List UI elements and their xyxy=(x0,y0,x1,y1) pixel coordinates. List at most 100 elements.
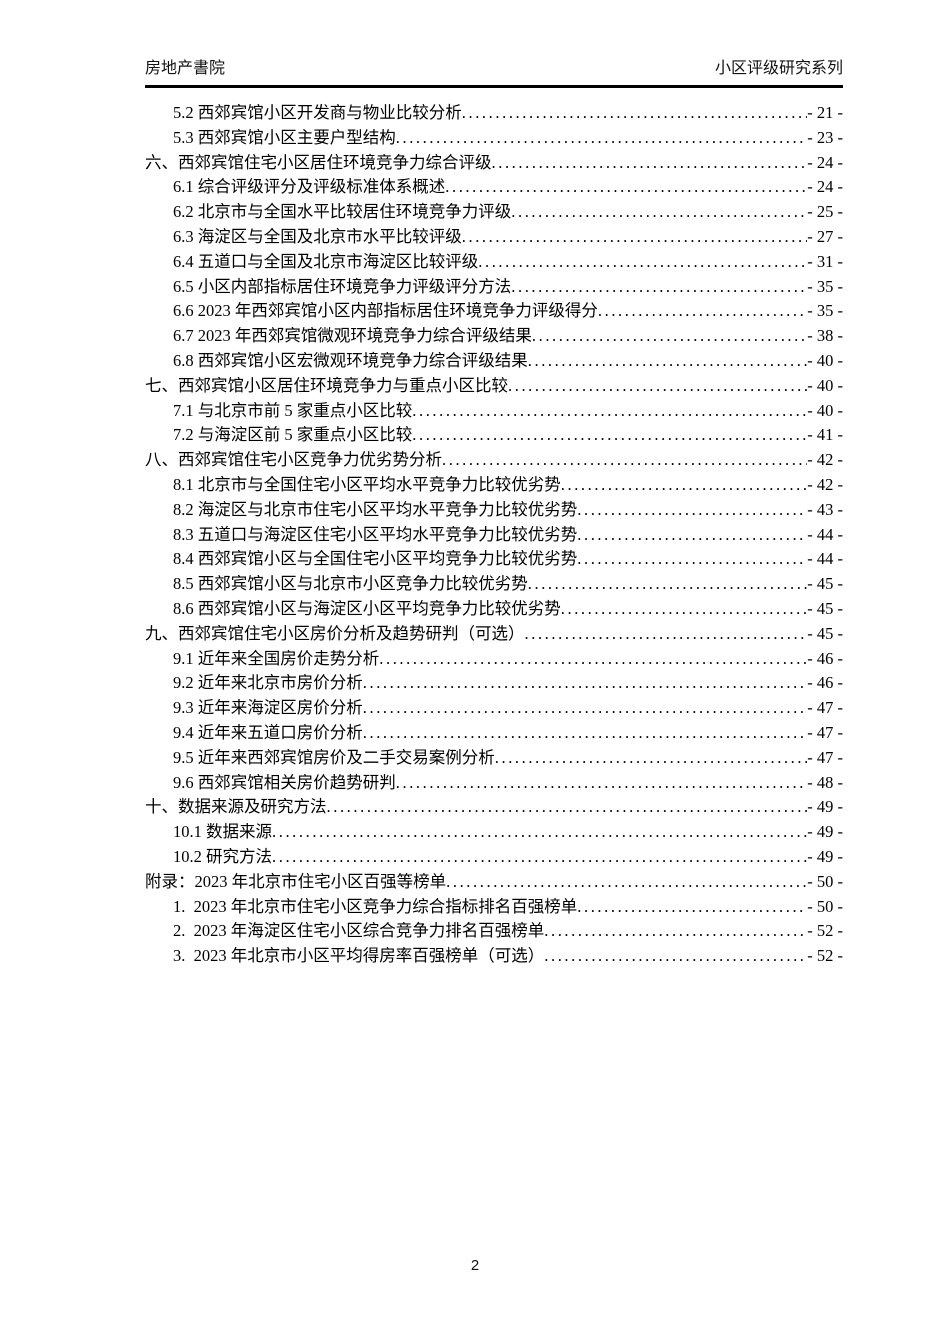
dot-leader xyxy=(396,771,808,796)
toc-entry-page: - 40 - xyxy=(807,400,843,420)
toc-entry-page: - 44 - xyxy=(807,549,843,569)
toc-entry-title: 8.6 西郊宾馆小区与海淀区小区平均竞争力比较优劣势 xyxy=(173,598,561,618)
page-number: 2 xyxy=(470,1257,480,1274)
page-content: 房地产書院 小区评级研究系列 5.2 西郊宾馆小区开发商与物业比较分析 - 21 … xyxy=(145,58,843,969)
toc-entry[interactable]: 6.7 2023 年西郊宾馆微观环境竞争力综合评级结果 - 38 - xyxy=(145,324,843,349)
toc-entry-title: 1. 2023 年北京市住宅小区竞争力综合指标排名百强榜单 xyxy=(173,896,578,916)
toc-entry-title: 3. 2023 年北京市小区平均得房率百强榜单（可选） xyxy=(173,946,545,966)
dot-leader xyxy=(577,895,807,920)
toc-entry-page: - 27 - xyxy=(807,226,843,246)
toc-entry-title: 七、西郊宾馆小区居住环境竞争力与重点小区比较 xyxy=(145,375,508,395)
dot-leader xyxy=(446,870,807,895)
dot-leader xyxy=(577,547,807,572)
toc-entry[interactable]: 9.5 近年来西郊宾馆房价及二手交易案例分析 - 47 - xyxy=(145,746,843,771)
toc-entry[interactable]: 5.2 西郊宾馆小区开发商与物业比较分析 - 21 - xyxy=(145,101,843,126)
toc-entry[interactable]: 6.1 综合评级评分及评级标准体系概述 - 24 - xyxy=(145,175,843,200)
toc-entry-page: - 21 - xyxy=(807,103,843,122)
toc-entry[interactable]: 2. 2023 年海淀区住宅小区综合竞争力排名百强榜单 - 52 - xyxy=(145,919,843,944)
dot-leader xyxy=(561,597,808,622)
dot-leader xyxy=(511,200,807,225)
toc-entry[interactable]: 6.2 北京市与全国水平比较居住环境竞争力评级 - 25 - xyxy=(145,200,843,225)
toc-entry-page: - 38 - xyxy=(807,326,843,346)
toc-entry-title: 10.2 研究方法 xyxy=(173,846,272,866)
toc-entry[interactable]: 附录：2023 年北京市住宅小区百强等榜单 - 50 - xyxy=(145,870,843,895)
toc-entry-title: 6.3 海淀区与全国及北京市水平比较评级 xyxy=(173,226,462,246)
toc-entry[interactable]: 9.3 近年来海淀区房价分析 - 47 - xyxy=(145,696,843,721)
toc-entry-title: 9.1 近年来全国房价走势分析 xyxy=(173,648,380,668)
toc-entry-page: - 23 - xyxy=(807,127,843,147)
dot-leader xyxy=(544,944,807,969)
toc-entry-page: - 44 - xyxy=(807,524,843,544)
toc-entry-title: 9.2 近年来北京市房价分析 xyxy=(173,673,363,693)
toc-entry[interactable]: 8.2 海淀区与北京市住宅小区平均水平竞争力比较优劣势 - 43 - xyxy=(145,498,843,523)
toc-entry-page: - 24 - xyxy=(807,152,843,172)
toc-entry[interactable]: 八、西郊宾馆住宅小区竞争力优劣势分析 - 42 - xyxy=(145,448,843,473)
header-right-text: 小区评级研究系列 xyxy=(714,60,843,77)
toc-entry-title: 6.7 2023 年西郊宾馆微观环境竞争力综合评级结果 xyxy=(173,326,532,346)
dot-leader xyxy=(412,423,807,448)
toc-entry[interactable]: 9.4 近年来五道口房价分析 - 47 - xyxy=(145,721,843,746)
dot-leader xyxy=(396,126,808,151)
toc-entry[interactable]: 8.5 西郊宾馆小区与北京市小区竞争力比较优劣势 - 45 - xyxy=(145,572,843,597)
toc-entry[interactable]: 7.1 与北京市前 5 家重点小区比较 - 40 - xyxy=(145,399,843,424)
dot-leader xyxy=(544,919,807,944)
toc-entry-page: - 52 - xyxy=(807,921,843,941)
toc-entry[interactable]: 5.3 西郊宾馆小区主要户型结构 - 23 - xyxy=(145,126,843,151)
toc-entry[interactable]: 七、西郊宾馆小区居住环境竞争力与重点小区比较 - 40 - xyxy=(145,374,843,399)
toc-entry-page: - 48 - xyxy=(807,772,843,792)
dot-leader xyxy=(528,572,808,597)
toc-entry-page: - 25 - xyxy=(807,202,843,222)
dot-leader xyxy=(272,820,807,845)
toc-entry-title: 8.3 五道口与海淀区住宅小区平均水平竞争力比较优劣势 xyxy=(173,524,578,544)
toc-entry[interactable]: 九、西郊宾馆住宅小区房价分析及趋势研判（可选） - 45 - xyxy=(145,622,843,647)
toc-entry-title: 8.1 北京市与全国住宅小区平均水平竞争力比较优劣势 xyxy=(173,474,561,494)
toc-entry[interactable]: 十、数据来源及研究方法 - 49 - xyxy=(145,795,843,820)
table-of-contents: 5.2 西郊宾馆小区开发商与物业比较分析 - 21 - 5.3 西郊宾馆小区主要户型… xyxy=(145,101,843,969)
toc-entry[interactable]: 9.1 近年来全国房价走势分析 - 46 - xyxy=(145,647,843,672)
toc-entry-page: - 45 - xyxy=(807,598,843,618)
toc-entry[interactable]: 6.5 小区内部指标居住环境竞争力评级评分方法 - 35 - xyxy=(145,275,843,300)
toc-entry[interactable]: 6.8 西郊宾馆小区宏微观环境竞争力综合评级结果 - 40 - xyxy=(145,349,843,374)
dot-leader xyxy=(495,746,808,771)
toc-entry-title: 6.1 综合评级评分及评级标准体系概述 xyxy=(173,177,446,197)
toc-entry-page: - 47 - xyxy=(807,722,843,742)
toc-entry[interactable]: 6.3 海淀区与全国及北京市水平比较评级 - 27 - xyxy=(145,225,843,250)
dot-leader xyxy=(412,399,807,424)
toc-entry-title: 九、西郊宾馆住宅小区房价分析及趋势研判（可选） xyxy=(145,623,525,643)
toc-entry[interactable]: 8.3 五道口与海淀区住宅小区平均水平竞争力比较优劣势 - 44 - xyxy=(145,523,843,548)
dot-leader xyxy=(577,498,807,523)
toc-entry-title: 6.2 北京市与全国水平比较居住环境竞争力评级 xyxy=(173,202,512,222)
toc-entry-page: - 46 - xyxy=(807,648,843,668)
dot-leader xyxy=(598,299,807,324)
toc-entry-page: - 45 - xyxy=(807,623,843,643)
toc-entry[interactable]: 6.6 2023 年西郊宾馆小区内部指标居住环境竞争力评级得分 - 35 - xyxy=(145,299,843,324)
toc-entry-title: 7.1 与北京市前 5 家重点小区比较 xyxy=(173,400,413,420)
toc-entry[interactable]: 6.4 五道口与全国及北京市海淀区比较评级 - 31 - xyxy=(145,250,843,275)
toc-entry-title: 9.5 近年来西郊宾馆房价及二手交易案例分析 xyxy=(173,747,495,767)
toc-entry[interactable]: 8.4 西郊宾馆小区与全国住宅小区平均竞争力比较优劣势 - 44 - xyxy=(145,547,843,572)
toc-entry[interactable]: 7.2 与海淀区前 5 家重点小区比较 - 41 - xyxy=(145,423,843,448)
toc-entry[interactable]: 9.2 近年来北京市房价分析 - 46 - xyxy=(145,671,843,696)
toc-entry[interactable]: 六、西郊宾馆住宅小区居住环境竞争力综合评级 - 24 - xyxy=(145,151,843,176)
header-rule xyxy=(145,85,843,88)
toc-entry[interactable]: 3. 2023 年北京市小区平均得房率百强榜单（可选） - 52 - xyxy=(145,944,843,969)
toc-entry[interactable]: 10.1 数据来源 - 49 - xyxy=(145,820,843,845)
dot-leader xyxy=(532,324,807,349)
toc-entry-page: - 40 - xyxy=(807,350,843,370)
toc-entry-page: - 49 - xyxy=(807,797,843,817)
toc-entry-page: - 47 - xyxy=(807,698,843,718)
dot-leader xyxy=(272,845,807,870)
dot-leader xyxy=(511,275,807,300)
toc-entry-title: 6.4 五道口与全国及北京市海淀区比较评级 xyxy=(173,251,479,271)
toc-entry-title: 八、西郊宾馆住宅小区竞争力优劣势分析 xyxy=(145,450,442,470)
dot-leader xyxy=(327,795,808,820)
dot-leader xyxy=(528,349,808,374)
toc-entry[interactable]: 9.6 西郊宾馆相关房价趋势研判 - 48 - xyxy=(145,771,843,796)
toc-entry-title: 10.1 数据来源 xyxy=(173,822,272,842)
toc-entry-page: - 46 - xyxy=(807,673,843,693)
toc-entry-title: 附录：2023 年北京市住宅小区百强等榜单 xyxy=(145,871,447,891)
toc-entry[interactable]: 8.1 北京市与全国住宅小区平均水平竞争力比较优劣势 - 42 - xyxy=(145,473,843,498)
toc-entry[interactable]: 8.6 西郊宾馆小区与海淀区小区平均竞争力比较优劣势 - 45 - xyxy=(145,597,843,622)
toc-entry[interactable]: 10.2 研究方法 - 49 - xyxy=(145,845,843,870)
toc-entry[interactable]: 1. 2023 年北京市住宅小区竞争力综合指标排名百强榜单 - 50 - xyxy=(145,895,843,920)
